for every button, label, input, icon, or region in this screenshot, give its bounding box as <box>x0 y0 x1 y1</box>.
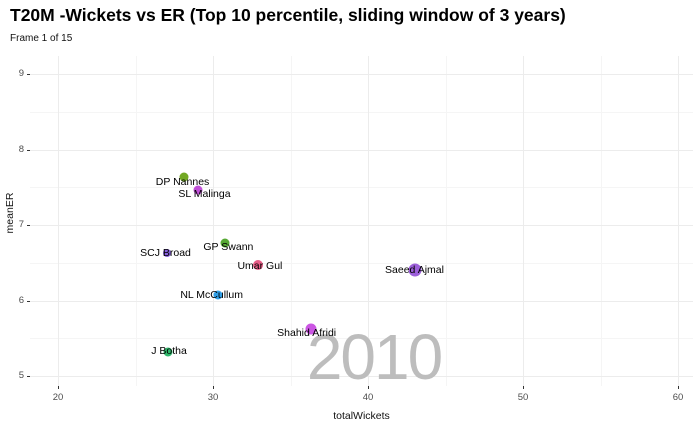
data-point <box>193 185 202 195</box>
y-minor-gridline <box>30 111 693 113</box>
chart-subtitle: Frame 1 of 15 <box>10 33 73 44</box>
x-minor-gridline <box>445 56 447 386</box>
data-point <box>213 290 223 300</box>
x-axis-title: totalWickets <box>333 410 390 422</box>
data-point <box>220 238 230 248</box>
y-major-gridline <box>30 149 693 151</box>
y-tick-label: 8 <box>18 143 24 155</box>
x-major-gridline <box>368 56 369 386</box>
x-tick-label: 50 <box>517 392 529 403</box>
y-tick-mark <box>27 74 30 75</box>
y-major-gridline <box>30 225 693 226</box>
x-tick-label: 60 <box>672 392 684 403</box>
y-tick-mark <box>27 376 30 377</box>
point-label: SCJ Broad <box>140 246 191 259</box>
y-tick-label: 9 <box>18 68 24 79</box>
x-minor-gridline <box>290 56 292 386</box>
x-major-gridline <box>213 56 214 386</box>
plot-panel: 2010 DP Nannes SL Malinga SCJ Broad GP Swan… <box>30 56 693 393</box>
y-tick-label: 6 <box>18 294 24 306</box>
point-label: SL Malinga <box>178 188 231 201</box>
y-major-gridline <box>30 376 693 377</box>
y-tick-label: 5 <box>18 370 24 381</box>
y-minor-gridline <box>30 187 693 189</box>
point-label: DP Nannes <box>155 176 210 189</box>
chart-title: T20M -Wickets vs ER (Top 10 percentile, … <box>10 5 566 25</box>
y-major-gridline <box>30 74 693 75</box>
x-minor-gridline <box>600 56 602 386</box>
data-point <box>179 172 189 182</box>
x-tick-label: 30 <box>207 392 219 403</box>
x-tick-mark <box>523 386 524 389</box>
y-tick-mark <box>27 300 30 302</box>
point-label: Shahid Afridi <box>277 327 337 340</box>
x-tick-mark <box>368 386 369 389</box>
x-minor-gridline <box>135 56 137 386</box>
y-tick-mark <box>27 149 30 151</box>
point-label: Saeed Ajmal <box>385 264 444 277</box>
data-point <box>162 248 171 257</box>
x-major-gridline <box>678 56 679 386</box>
data-point <box>408 263 421 277</box>
frame-year-watermark: 2010 <box>306 321 443 394</box>
x-tick-mark <box>678 386 679 389</box>
point-label: GP Swann <box>203 241 254 254</box>
data-point <box>252 260 263 270</box>
x-tick-mark <box>58 386 59 389</box>
x-major-gridline <box>58 56 59 386</box>
x-major-gridline <box>523 56 524 386</box>
y-tick-mark <box>27 225 30 226</box>
data-point <box>305 323 317 335</box>
point-label: NL McCullum <box>180 289 243 302</box>
point-label: J Botha <box>151 344 187 357</box>
point-label: Umar Gul <box>237 260 283 272</box>
y-axis-title: meanER <box>4 192 16 234</box>
y-minor-gridline <box>30 262 693 264</box>
x-tick-mark <box>213 386 214 389</box>
data-point <box>163 347 173 357</box>
y-major-gridline <box>30 300 693 302</box>
y-minor-gridline <box>30 338 693 340</box>
x-tick-label: 40 <box>362 392 374 403</box>
y-tick-label: 7 <box>18 219 24 230</box>
x-tick-label: 20 <box>52 392 64 403</box>
